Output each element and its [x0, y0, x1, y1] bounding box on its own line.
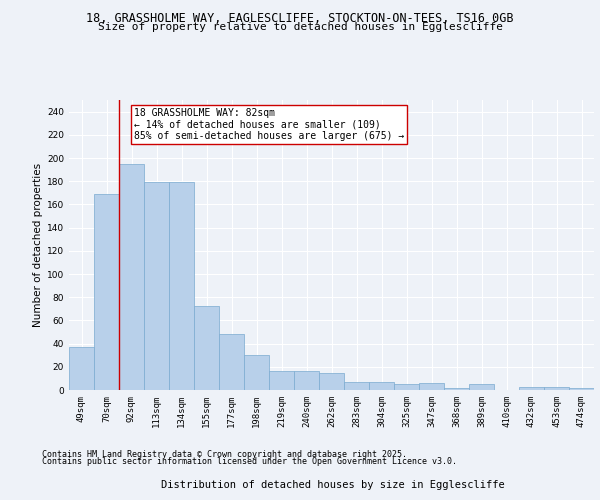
Bar — [94, 194, 119, 390]
Text: Contains public sector information licensed under the Open Government Licence v3: Contains public sector information licen… — [42, 458, 457, 466]
Text: 18 GRASSHOLME WAY: 82sqm
← 14% of detached houses are smaller (109)
85% of semi-: 18 GRASSHOLME WAY: 82sqm ← 14% of detach… — [134, 108, 404, 142]
Text: Size of property relative to detached houses in Egglescliffe: Size of property relative to detached ho… — [97, 22, 503, 32]
Text: Contains HM Land Registry data © Crown copyright and database right 2025.: Contains HM Land Registry data © Crown c… — [42, 450, 407, 459]
Bar — [69, 347, 94, 390]
Bar — [244, 355, 269, 390]
Bar — [369, 382, 394, 390]
Bar — [544, 386, 569, 390]
Bar — [469, 384, 494, 390]
Bar — [144, 182, 169, 390]
Bar — [319, 372, 344, 390]
Bar — [419, 383, 444, 390]
Bar — [194, 306, 219, 390]
Bar — [219, 334, 244, 390]
Bar — [269, 372, 294, 390]
Bar — [394, 384, 419, 390]
Bar — [569, 388, 594, 390]
Bar — [169, 182, 194, 390]
Bar — [444, 388, 469, 390]
Bar — [519, 386, 544, 390]
Text: Distribution of detached houses by size in Egglescliffe: Distribution of detached houses by size … — [161, 480, 505, 490]
Y-axis label: Number of detached properties: Number of detached properties — [33, 163, 43, 327]
Bar — [294, 372, 319, 390]
Bar — [119, 164, 144, 390]
Text: 18, GRASSHOLME WAY, EAGLESCLIFFE, STOCKTON-ON-TEES, TS16 0GB: 18, GRASSHOLME WAY, EAGLESCLIFFE, STOCKT… — [86, 12, 514, 26]
Bar — [344, 382, 369, 390]
